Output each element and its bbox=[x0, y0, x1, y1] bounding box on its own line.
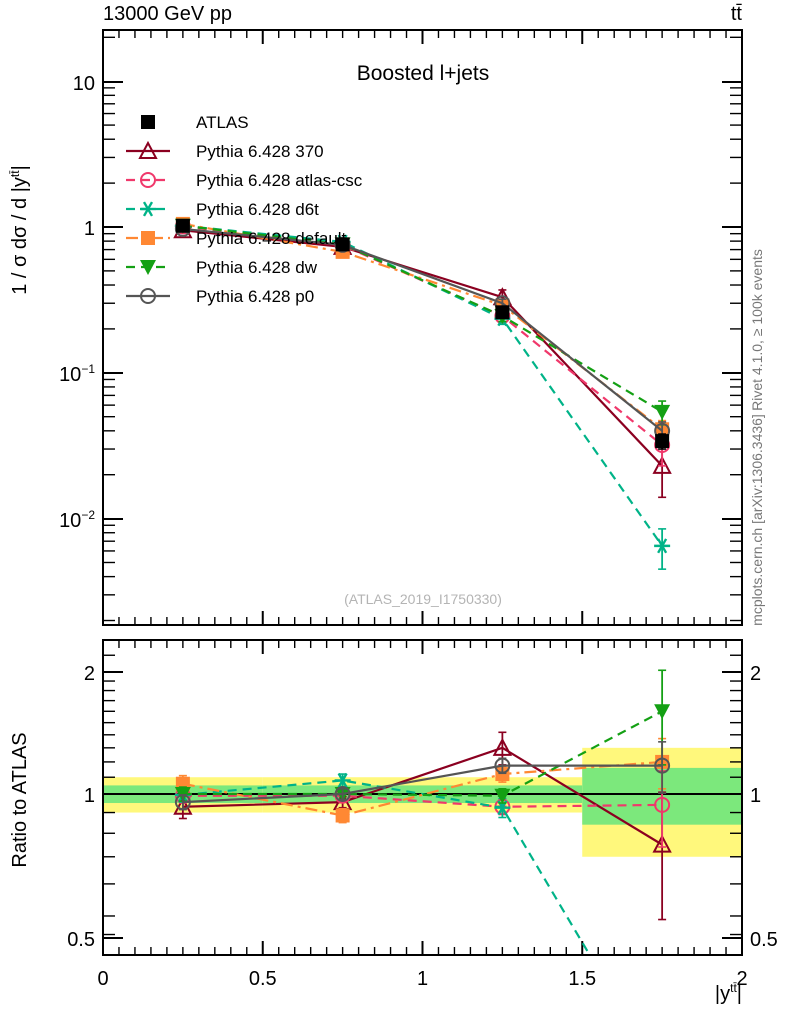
series-line bbox=[182, 224, 663, 413]
main-xticks bbox=[102, 30, 743, 625]
main-ylabel-sup: tt̄ bbox=[8, 170, 22, 177]
legend-label-3: Pythia 6.428 d6t bbox=[196, 200, 319, 219]
ratio-ytick-label-left-1: 1 bbox=[84, 785, 95, 807]
main-yticks bbox=[103, 81, 742, 520]
legend-item-0[interactable]: ATLAS bbox=[141, 113, 249, 132]
legend-label-1: Pythia 6.428 370 bbox=[196, 142, 324, 161]
x-tick-label-4: 2 bbox=[736, 968, 747, 990]
series-0 bbox=[175, 218, 670, 450]
data-marker bbox=[652, 834, 672, 853]
legend: ATLAS Pythia 6.428 370 Pythia 6.428 atlas-… bbox=[126, 113, 363, 306]
data-marker bbox=[334, 786, 351, 802]
data-marker bbox=[654, 757, 671, 774]
x-axis-label: |ytt̄| bbox=[715, 981, 742, 1005]
ratio-series-4 bbox=[174, 669, 671, 804]
data-marker bbox=[175, 218, 190, 233]
main-panel: 1 / σ dσ / d |ytt̄| 10 1 10−1 10−2 B bbox=[8, 29, 743, 626]
main-ytick-label-0: 10 bbox=[73, 73, 95, 95]
data-marker bbox=[138, 140, 158, 159]
legend-label-4: Pythia 6.428 default bbox=[196, 229, 347, 248]
ratio-panel: Ratio to ATLAS 2 1 0.5 2 1 0.5 0 0.5 1 1.5 2 bbox=[9, 639, 778, 1005]
x-tick-label-0: 0 bbox=[97, 968, 108, 990]
ratio-series-5 bbox=[174, 741, 671, 811]
watermark: (ATLAS_2019_I1750330) bbox=[344, 591, 502, 607]
ratio-line bbox=[182, 760, 663, 817]
ratio-line bbox=[182, 794, 663, 808]
main-yticks-minor bbox=[103, 36, 742, 622]
main-ytick-label-3: 10−2 bbox=[59, 508, 95, 532]
data-marker bbox=[140, 172, 156, 188]
series-line bbox=[182, 227, 663, 432]
xlabel-prefix: |y bbox=[715, 983, 730, 1005]
ratio-xticks bbox=[102, 640, 743, 955]
data-marker bbox=[141, 115, 155, 129]
data-marker bbox=[335, 237, 350, 252]
main-title: Boosted l+jets bbox=[357, 62, 490, 85]
xlabel-sup: tt̄ bbox=[730, 981, 737, 995]
legend-label-6: Pythia 6.428 p0 bbox=[196, 287, 314, 306]
ratio-series-group bbox=[173, 669, 672, 954]
main-ylabel: 1 / σ dσ / d |ytt̄| bbox=[8, 165, 31, 295]
header-right: tt̄ bbox=[731, 3, 743, 25]
ratio-yticks-minor bbox=[103, 654, 742, 936]
data-marker bbox=[494, 788, 511, 804]
data-marker bbox=[654, 796, 671, 813]
data-marker bbox=[142, 201, 154, 217]
legend-label-2: Pythia 6.428 atlas-csc bbox=[196, 171, 363, 190]
data-marker bbox=[140, 288, 156, 304]
legend-item-3[interactable]: Pythia 6.428 d6t bbox=[126, 200, 319, 219]
main-series-group bbox=[173, 216, 672, 570]
ratio-ytick-label-left-0: 2 bbox=[84, 663, 95, 685]
ratio-ytick-label-left-2: 0.5 bbox=[67, 929, 95, 951]
data-marker bbox=[492, 737, 513, 756]
ratio-ytick-label-right-2: 0.5 bbox=[750, 929, 778, 951]
data-marker bbox=[494, 757, 511, 774]
series-line bbox=[182, 224, 664, 547]
data-marker bbox=[654, 404, 671, 420]
main-ylabel-suffix: | bbox=[9, 165, 31, 170]
ratio-ytick-label-right-0: 2 bbox=[750, 663, 761, 685]
data-marker bbox=[173, 796, 193, 815]
legend-item-2[interactable]: Pythia 6.428 atlas-csc bbox=[126, 171, 363, 190]
header-left: 13000 GeV pp bbox=[103, 3, 232, 25]
data-marker bbox=[140, 260, 156, 275]
legend-item-1[interactable]: Pythia 6.428 370 bbox=[126, 140, 324, 161]
legend-item-4[interactable]: Pythia 6.428 default bbox=[126, 229, 347, 248]
x-tick-labels: 0 0.5 1 1.5 2 bbox=[97, 968, 747, 990]
legend-item-6[interactable]: Pythia 6.428 p0 bbox=[126, 287, 314, 306]
data-marker bbox=[174, 794, 191, 811]
ratio-line bbox=[182, 746, 663, 846]
data-marker bbox=[655, 434, 670, 449]
data-marker bbox=[495, 305, 510, 320]
data-marker bbox=[657, 538, 668, 554]
x-tick-label-1: 0.5 bbox=[249, 968, 277, 990]
main-ylabel-prefix: 1 / σ dσ / d |y bbox=[9, 177, 31, 295]
side-note-mcplots: mcplots.cern.ch [arXiv:1306.3436] bbox=[749, 414, 765, 626]
side-note-rivet: Rivet 4.1.0, ≥ 100k events bbox=[749, 249, 765, 411]
x-tick-label-3: 1.5 bbox=[568, 968, 596, 990]
svg-text:1 / σ dσ / d |ytt̄|: 1 / σ dσ / d |ytt̄| bbox=[8, 165, 31, 295]
ratio-ylabel: Ratio to ATLAS bbox=[9, 732, 31, 867]
data-marker bbox=[337, 772, 348, 788]
x-tick-label-2: 1 bbox=[417, 968, 428, 990]
ratio-ytick-label-right-1: 1 bbox=[750, 785, 761, 807]
data-marker bbox=[141, 231, 155, 245]
ratio-line bbox=[182, 710, 663, 797]
main-ytick-label-1: 1 bbox=[84, 218, 95, 240]
xlabel-suffix: | bbox=[737, 983, 742, 1005]
legend-label-0: ATLAS bbox=[196, 113, 249, 132]
legend-item-5[interactable]: Pythia 6.428 dw bbox=[126, 258, 318, 277]
legend-label-5: Pythia 6.428 dw bbox=[196, 258, 318, 277]
data-marker bbox=[654, 704, 671, 720]
ratio-line bbox=[182, 779, 591, 954]
data-marker bbox=[335, 808, 350, 823]
ratio-line bbox=[182, 764, 663, 804]
